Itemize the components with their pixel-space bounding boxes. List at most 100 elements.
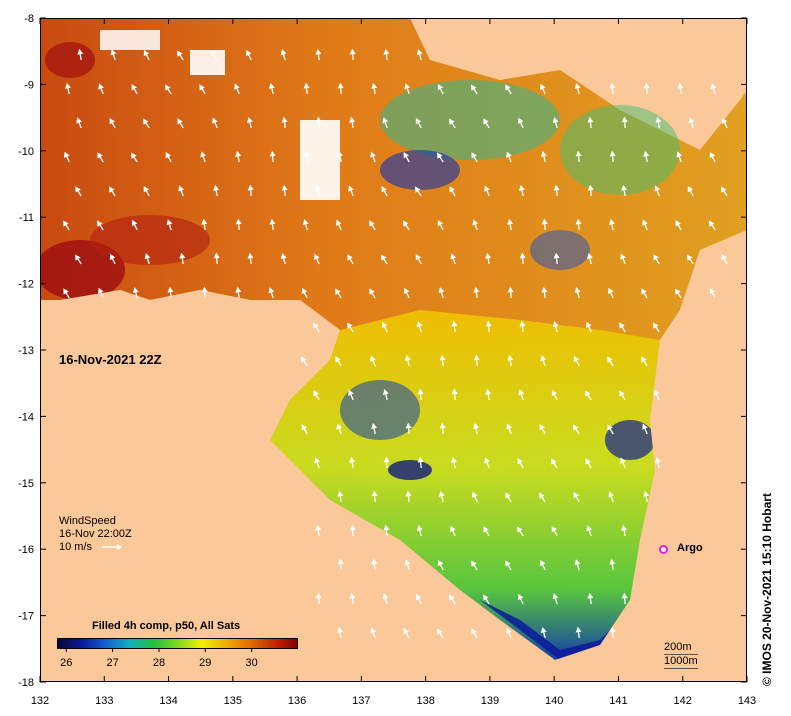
- wind-arrow-icon: [688, 117, 695, 129]
- wind-arrow-icon: [164, 84, 172, 95]
- wind-arrow-icon: [247, 252, 254, 265]
- wind-arrow-icon: [383, 524, 390, 537]
- wind-arrow-icon: [620, 457, 626, 469]
- wind-arrow-icon: [621, 592, 628, 605]
- wind-arrow-icon: [436, 152, 444, 163]
- y-tick-label: -10: [18, 146, 34, 158]
- wind-title: WindSpeed: [59, 515, 116, 527]
- wind-arrow-icon: [303, 82, 310, 95]
- wind-arrows: [63, 48, 728, 639]
- wind-arrow-icon: [540, 150, 547, 163]
- wind-arrow-icon: [439, 422, 446, 435]
- wind-arrow-icon: [642, 219, 648, 231]
- wind-arrow-icon: [416, 49, 423, 61]
- wind-arrow-icon: [143, 186, 150, 197]
- wind-arrow-icon: [485, 252, 492, 265]
- wind-arrow-icon: [235, 286, 242, 299]
- wind-arrow-icon: [201, 286, 208, 299]
- sst-coastal-cold: [480, 600, 625, 660]
- wind-arrow-icon: [553, 184, 560, 197]
- colorbar: [57, 638, 298, 649]
- wind-arrow-icon: [348, 389, 354, 401]
- wind-arrow-icon: [178, 185, 185, 197]
- wind-arrow-icon: [608, 218, 615, 231]
- wind-arrow-icon: [643, 82, 650, 95]
- wind-arrow-icon: [518, 389, 525, 401]
- sst-patch: [90, 215, 210, 265]
- wind-arrow-icon: [416, 321, 423, 333]
- wind-arrow-icon: [370, 355, 376, 367]
- wind-arrow-icon: [75, 186, 82, 197]
- wind-arrow-icon: [552, 321, 559, 333]
- wind-arrow-icon: [314, 457, 320, 469]
- wind-arrow-icon: [371, 490, 378, 503]
- wind-arrow-icon: [507, 286, 514, 299]
- y-tick-label: -8: [24, 13, 34, 25]
- wind-arrow-icon: [709, 287, 716, 299]
- wind-arrow-icon: [675, 288, 682, 299]
- wind-arrow-icon: [575, 218, 582, 231]
- wind-arrow-icon: [574, 287, 581, 299]
- x-tick-label: 132: [31, 695, 49, 707]
- wind-arrow-icon: [607, 287, 614, 299]
- wind-arrow-icon: [709, 151, 716, 163]
- land-south: [40, 230, 747, 682]
- wind-arrow-icon: [505, 492, 512, 503]
- wind-arrow-icon: [245, 49, 252, 61]
- cloud-gap: [100, 30, 160, 50]
- wind-arrow-icon: [721, 186, 728, 197]
- wind-arrow-icon: [506, 627, 512, 639]
- wind-arrow-icon: [540, 626, 547, 639]
- wind-arrow-icon: [607, 424, 614, 435]
- wind-arrow-icon: [519, 252, 526, 265]
- depth-scale-legend: 200m 1000m: [664, 641, 698, 669]
- wind-arrow-icon: [449, 118, 456, 129]
- wind-arrow-icon: [131, 84, 138, 95]
- wind-arrow-icon: [676, 151, 683, 163]
- wind-arrow-icon: [336, 219, 342, 231]
- wind-arrow-icon: [620, 253, 626, 265]
- wind-arrow-icon: [519, 320, 526, 333]
- wind-arrow-icon: [143, 49, 150, 61]
- wind-arrow-icon: [643, 490, 650, 503]
- argo-label: Argo: [677, 542, 703, 554]
- wind-arrow-icon: [415, 117, 422, 129]
- wind-arrow-icon: [382, 593, 389, 605]
- map-frame: [40, 18, 747, 682]
- wind-arrow-icon: [473, 286, 480, 299]
- wind-arrow-icon: [337, 626, 344, 639]
- wind-arrow-icon: [574, 83, 581, 95]
- sst-patch: [380, 80, 560, 160]
- wind-arrow-icon: [383, 456, 390, 469]
- wind-arrow-icon: [301, 287, 308, 299]
- x-tick-label: 136: [288, 695, 306, 707]
- wind-arrow-icon: [518, 184, 525, 197]
- wind-arrow-icon: [654, 456, 661, 469]
- colorbar-tick-label: 28: [153, 657, 165, 669]
- colorbar-ticks: 26 27 28 29 30: [60, 648, 258, 669]
- wind-arrow-icon: [269, 218, 276, 231]
- wind-arrow-icon: [177, 50, 184, 61]
- wind-arrow-icon: [349, 524, 356, 537]
- wind-arrow-icon: [132, 286, 139, 299]
- x-axis: 132 133 134 135 136 137 138 139 140 141 142 143: [31, 18, 756, 707]
- wind-arrow-icon: [686, 254, 694, 265]
- wind-arrow-icon: [506, 151, 512, 163]
- wind-arrow-icon: [315, 48, 322, 61]
- map-timestamp: 16-Nov-2021 22Z: [59, 352, 162, 367]
- x-tick-label: 135: [224, 695, 242, 707]
- wind-arrow-icon: [551, 389, 558, 401]
- wind-arrow-icon: [451, 456, 457, 469]
- wind-arrow-icon: [539, 559, 546, 571]
- wind-scale: 10 m/s: [59, 541, 132, 554]
- wind-arrow-icon: [415, 593, 422, 605]
- wind-arrow-icon: [619, 322, 626, 333]
- wind-arrow-icon: [417, 388, 424, 401]
- land-north: [430, 18, 747, 100]
- y-axis: -8 -9 -10 -11 -12 -13 -14 -15 -16 -17 -18: [18, 13, 747, 689]
- wind-arrow-icon: [315, 184, 321, 197]
- wind-arrow-icon: [710, 83, 717, 95]
- y-tick-label: -14: [18, 411, 34, 423]
- wind-arrow-icon: [415, 253, 422, 265]
- wind-arrow-icon: [370, 627, 376, 639]
